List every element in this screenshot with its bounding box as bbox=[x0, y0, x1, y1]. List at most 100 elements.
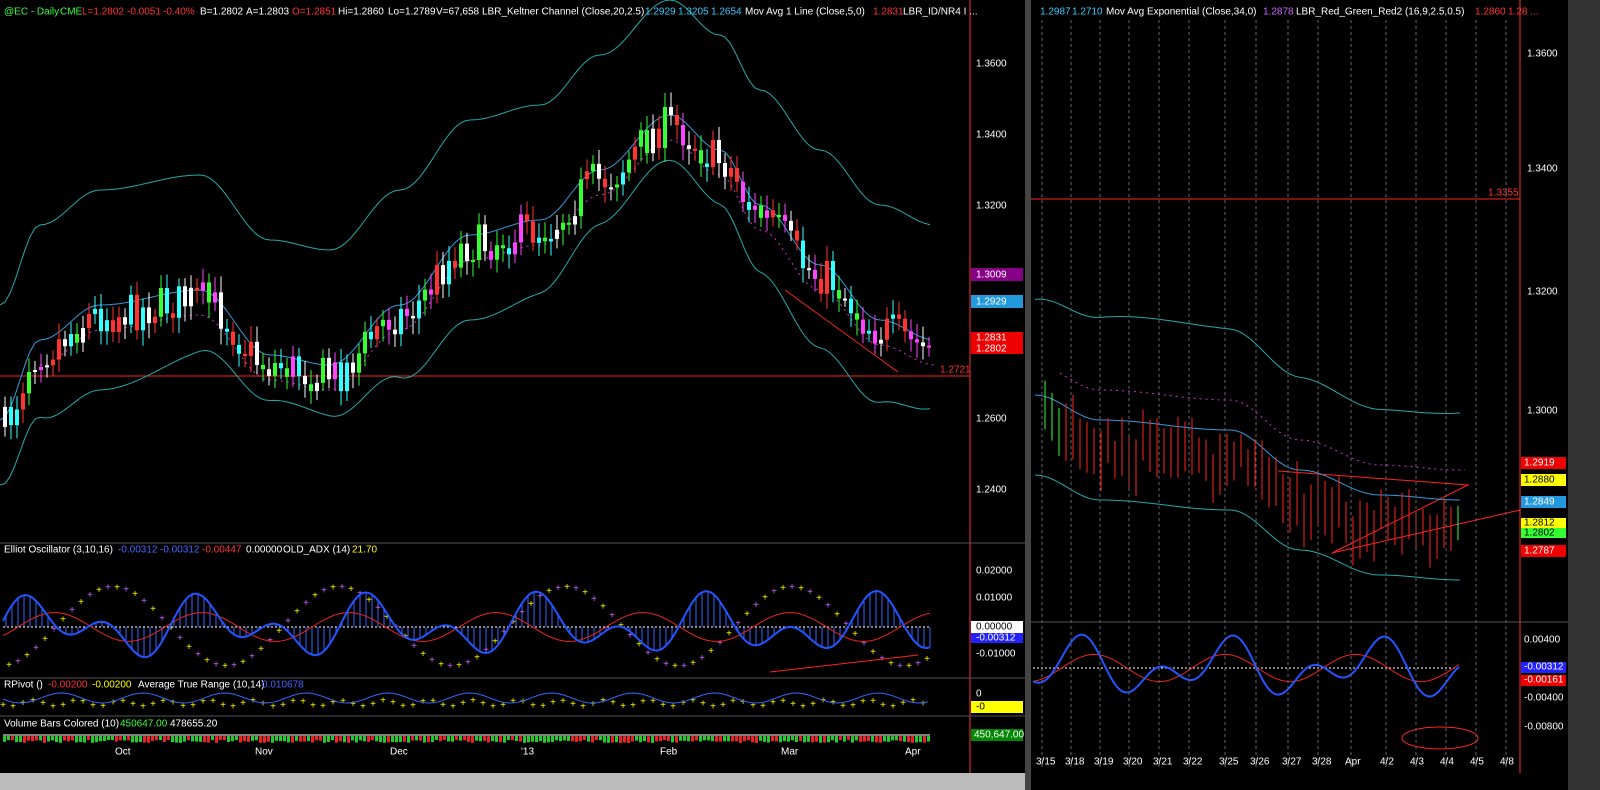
cross: + bbox=[580, 702, 586, 713]
volume-bar bbox=[539, 736, 542, 741]
volume-bar bbox=[663, 736, 666, 741]
volume-bar bbox=[491, 736, 494, 742]
volume-bar bbox=[207, 736, 210, 743]
volume-bar bbox=[411, 736, 414, 741]
candle bbox=[309, 384, 313, 392]
volume-bar bbox=[175, 736, 178, 743]
cross: + bbox=[220, 700, 226, 711]
candle bbox=[699, 150, 703, 164]
indicator-value: -0.00200 bbox=[48, 680, 88, 691]
cross: + bbox=[870, 647, 876, 658]
candle bbox=[711, 140, 715, 168]
indicator-value: 21.70 bbox=[352, 545, 377, 556]
cross: + bbox=[800, 702, 806, 713]
cross: + bbox=[370, 699, 376, 710]
volume-bar bbox=[83, 736, 86, 743]
volume-bar bbox=[603, 736, 606, 743]
volume-bar bbox=[27, 736, 30, 741]
cross: + bbox=[114, 582, 120, 593]
volume-bar bbox=[675, 736, 678, 743]
volume-bar bbox=[47, 736, 50, 742]
candle bbox=[633, 146, 637, 160]
cross: + bbox=[519, 608, 525, 619]
volume-bar bbox=[791, 736, 794, 741]
candle bbox=[69, 334, 73, 347]
candle bbox=[93, 308, 97, 315]
volume-bar bbox=[15, 736, 18, 743]
tick-label: -0.00800 bbox=[1524, 722, 1564, 733]
cross: + bbox=[630, 701, 636, 712]
volume-bar bbox=[735, 736, 738, 742]
volume-bar bbox=[403, 736, 406, 742]
volume-bar bbox=[479, 736, 482, 742]
candle bbox=[663, 107, 667, 149]
candle bbox=[123, 317, 127, 325]
volume-bar bbox=[31, 736, 34, 742]
candle bbox=[585, 171, 589, 180]
price-tag: 1.2880 bbox=[1524, 475, 1555, 486]
date-label: Apr bbox=[905, 747, 921, 758]
cross: + bbox=[80, 697, 86, 708]
cross: + bbox=[762, 592, 768, 603]
candle bbox=[87, 314, 91, 329]
candle bbox=[75, 334, 79, 343]
candle bbox=[471, 260, 475, 263]
cross: + bbox=[380, 696, 386, 707]
candle bbox=[705, 163, 709, 168]
candle bbox=[219, 292, 223, 329]
cross: + bbox=[280, 700, 286, 711]
volume-bar bbox=[307, 736, 310, 742]
cross: + bbox=[195, 650, 201, 661]
cross: + bbox=[690, 658, 696, 669]
date-label: Dec bbox=[390, 747, 408, 758]
volume-bar bbox=[275, 736, 278, 741]
decoration: + +++++++++ + + + + +++++++++ + + + +++++++++ + + + + +… bbox=[0, 0, 1465, 743]
volume-bar bbox=[59, 736, 62, 743]
tag bbox=[1521, 518, 1566, 528]
cross: + bbox=[240, 698, 246, 709]
candle bbox=[639, 130, 643, 147]
candle bbox=[819, 278, 823, 294]
candle bbox=[255, 341, 259, 365]
cross: + bbox=[672, 661, 678, 672]
volume-bar bbox=[271, 736, 274, 743]
volume-bar bbox=[711, 736, 714, 742]
date-label: 4/3 bbox=[1410, 757, 1424, 768]
candle bbox=[81, 328, 85, 343]
cross: + bbox=[852, 629, 858, 640]
candle bbox=[915, 339, 919, 343]
cross: + bbox=[20, 698, 26, 709]
h-scrollbar[interactable] bbox=[0, 773, 1025, 790]
right-price-axis: 1.3600 1.3400 1.3200 1.3000 1.3355 1.291… bbox=[1488, 49, 1566, 557]
volume-bar bbox=[423, 736, 426, 743]
volume-bar bbox=[387, 736, 390, 743]
volume-bar bbox=[303, 736, 306, 742]
volume-bar bbox=[783, 736, 786, 742]
candle bbox=[519, 214, 523, 243]
volume-bar bbox=[687, 736, 690, 742]
volume-bar bbox=[727, 736, 730, 742]
band bbox=[39, 139, 936, 391]
candle bbox=[63, 339, 67, 347]
cross: + bbox=[447, 661, 453, 672]
indicator-value: 1.3205 bbox=[678, 7, 709, 18]
volume-bar bbox=[215, 736, 218, 743]
scrollbar[interactable] bbox=[1568, 0, 1600, 790]
candle bbox=[561, 222, 565, 230]
candle bbox=[837, 290, 841, 299]
cross: + bbox=[680, 698, 686, 709]
volume-bar bbox=[427, 736, 430, 743]
price-tag: 1.2919 bbox=[1524, 458, 1555, 469]
volume-bar bbox=[339, 736, 342, 742]
tick-label: 1.2400 bbox=[976, 485, 1007, 496]
cross: + bbox=[50, 702, 56, 713]
volume-bar bbox=[71, 736, 74, 741]
volume-bar bbox=[283, 736, 286, 742]
volume-bar bbox=[515, 736, 518, 742]
symbol: @EC - Daily bbox=[4, 7, 59, 18]
candle bbox=[369, 331, 373, 340]
volume-bar bbox=[507, 736, 510, 741]
volume-bar bbox=[475, 736, 478, 741]
candle bbox=[759, 205, 763, 218]
